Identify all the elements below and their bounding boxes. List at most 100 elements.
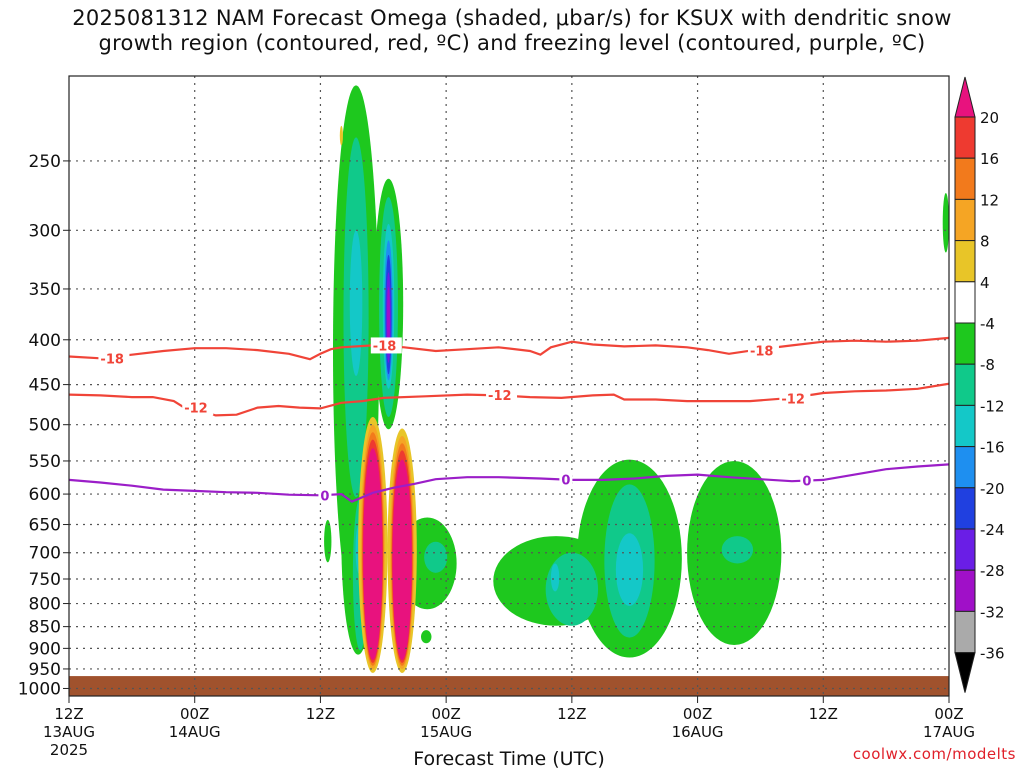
contour-label-bg — [800, 472, 814, 489]
omega-region-3 — [324, 519, 332, 563]
contour-label--12: -12 — [781, 393, 805, 408]
colorbar-label-9: -20 — [980, 480, 1005, 498]
colorbar-label-10: -24 — [980, 521, 1005, 539]
colorbar: 20 16 12 8 4 -4 -8 -12 -16 -20 -24 -28 -32 -36 — [954, 76, 1005, 693]
y-axis: 2503003504004505005506006507007508008509… — [18, 152, 69, 699]
ytick-label-350: 350 — [29, 280, 61, 300]
ytick-label-1000: 1000 — [18, 679, 61, 699]
xtick-label-60: 16AUG — [672, 723, 724, 741]
ytick-label-400: 400 — [29, 331, 61, 351]
colorbar-box-10 — [954, 487, 976, 530]
plot-frame — [68, 75, 950, 697]
ytick-label-500: 500 — [29, 416, 61, 436]
plot-border — [68, 75, 950, 697]
xtick-label-0: 12Z — [54, 705, 83, 723]
ytick-label-650: 650 — [29, 516, 61, 536]
omega-region-5 — [421, 630, 432, 644]
colorbar-label-7: -12 — [980, 397, 1005, 415]
omega-region-16 — [721, 536, 754, 564]
ytick-label-750: 750 — [29, 570, 61, 590]
xtick-label-12: 00Z — [180, 705, 209, 723]
grid-layer — [69, 76, 949, 696]
colorbar-label-11: -28 — [980, 562, 1005, 580]
colorbar-label-1: 16 — [980, 150, 999, 168]
colorbar-label-0: 20 — [980, 109, 999, 127]
colorbar-label-3: 8 — [980, 233, 990, 251]
ytick-label-300: 300 — [29, 221, 61, 241]
colorbar-top-triangle — [954, 76, 976, 118]
colorbar-label-5: -4 — [980, 315, 995, 333]
contour-label-0: 0 — [802, 475, 811, 490]
chart-title-line1: 2025081312 NAM Forecast Omega (shaded, μ… — [72, 6, 952, 30]
xtick-label-72: 12Z — [809, 705, 838, 723]
contour-label-bg — [779, 390, 811, 407]
omega-region-36 — [392, 459, 412, 661]
contour-label--18: -18 — [750, 345, 774, 360]
xtick-label-0: 13AUG — [43, 723, 95, 741]
omega-region-9 — [942, 193, 949, 253]
colorbar-box-3 — [954, 198, 976, 242]
contour-label-0: 0 — [561, 473, 570, 488]
colorbar-label-12: -32 — [980, 603, 1005, 621]
contour-label-bg — [318, 487, 332, 504]
contour-line-0 — [69, 463, 949, 503]
ground-layer — [69, 676, 949, 696]
contour-label--18: -18 — [373, 339, 397, 354]
colorbar-label-8: -16 — [980, 439, 1005, 457]
xtick-label-0: 2025 — [50, 741, 88, 759]
colorbar-label-13: -36 — [980, 645, 1005, 663]
xtick-label-84: 17AUG — [923, 723, 975, 741]
colorbar-box-4 — [954, 240, 976, 283]
omega-shading-layer — [324, 85, 949, 673]
contour-label-bg — [98, 350, 130, 367]
ytick-label-900: 900 — [29, 639, 61, 659]
contour-label-bg — [370, 337, 402, 354]
xtick-label-36: 00Z — [431, 705, 460, 723]
contour-label-bg — [182, 399, 214, 416]
contour-layer: -18 -18 -18 -12 -12 -12 0 0 0 — [69, 336, 949, 504]
contour-line--18 — [69, 336, 949, 361]
xtick-label-24: 12Z — [306, 705, 335, 723]
contour-label-bg — [486, 387, 518, 404]
colorbar-box-8 — [954, 404, 976, 448]
colorbar-box-2 — [954, 157, 976, 200]
ytick-label-450: 450 — [29, 376, 61, 396]
ytick-label-600: 600 — [29, 485, 61, 505]
omega-region-13 — [424, 541, 448, 573]
omega-region-17 — [349, 230, 363, 377]
omega-region-35 — [363, 448, 383, 661]
omega-region-19 — [615, 533, 644, 606]
contour-label--12: -12 — [488, 389, 512, 404]
ytick-label-250: 250 — [29, 152, 61, 172]
xtick-label-48: 12Z — [557, 705, 586, 723]
colorbar-box-6 — [954, 322, 976, 365]
contour-label-bg — [747, 342, 779, 359]
xtick-label-36: 15AUG — [420, 723, 472, 741]
xtick-label-84: 00Z — [934, 705, 963, 723]
x-axis-title: Forecast Time (UTC) — [413, 748, 604, 768]
contour-label-0: 0 — [320, 489, 329, 504]
colorbar-box-5 — [954, 281, 976, 324]
colorbar-box-7 — [954, 363, 976, 406]
colorbar-label-2: 12 — [980, 191, 999, 209]
colorbar-box-13 — [954, 610, 976, 654]
omega-region-28 — [339, 125, 343, 146]
ytick-label-850: 850 — [29, 618, 61, 638]
colorbar-label-6: -8 — [980, 356, 995, 374]
ytick-label-700: 700 — [29, 544, 61, 564]
xtick-label-12: 14AUG — [169, 723, 221, 741]
contour-label--18: -18 — [100, 352, 124, 367]
ground-fill — [69, 676, 949, 696]
chart-title-line2: growth region (contoured, red, ºC) and f… — [98, 31, 926, 55]
contour-label--12: -12 — [184, 402, 208, 417]
omega-region-20 — [550, 563, 560, 592]
colorbar-box-11 — [954, 528, 976, 571]
chart-title: 2025081312 NAM Forecast Omega (shaded, μ… — [0, 6, 1024, 56]
xtick-label-60: 00Z — [683, 705, 712, 723]
contour-label-bg — [559, 471, 573, 488]
colorbar-box-9 — [954, 446, 976, 489]
credit-text: coolwx.com/modelts — [852, 745, 1016, 763]
colorbar-label-4: 4 — [980, 274, 990, 292]
colorbar-bottom-triangle — [954, 652, 976, 693]
